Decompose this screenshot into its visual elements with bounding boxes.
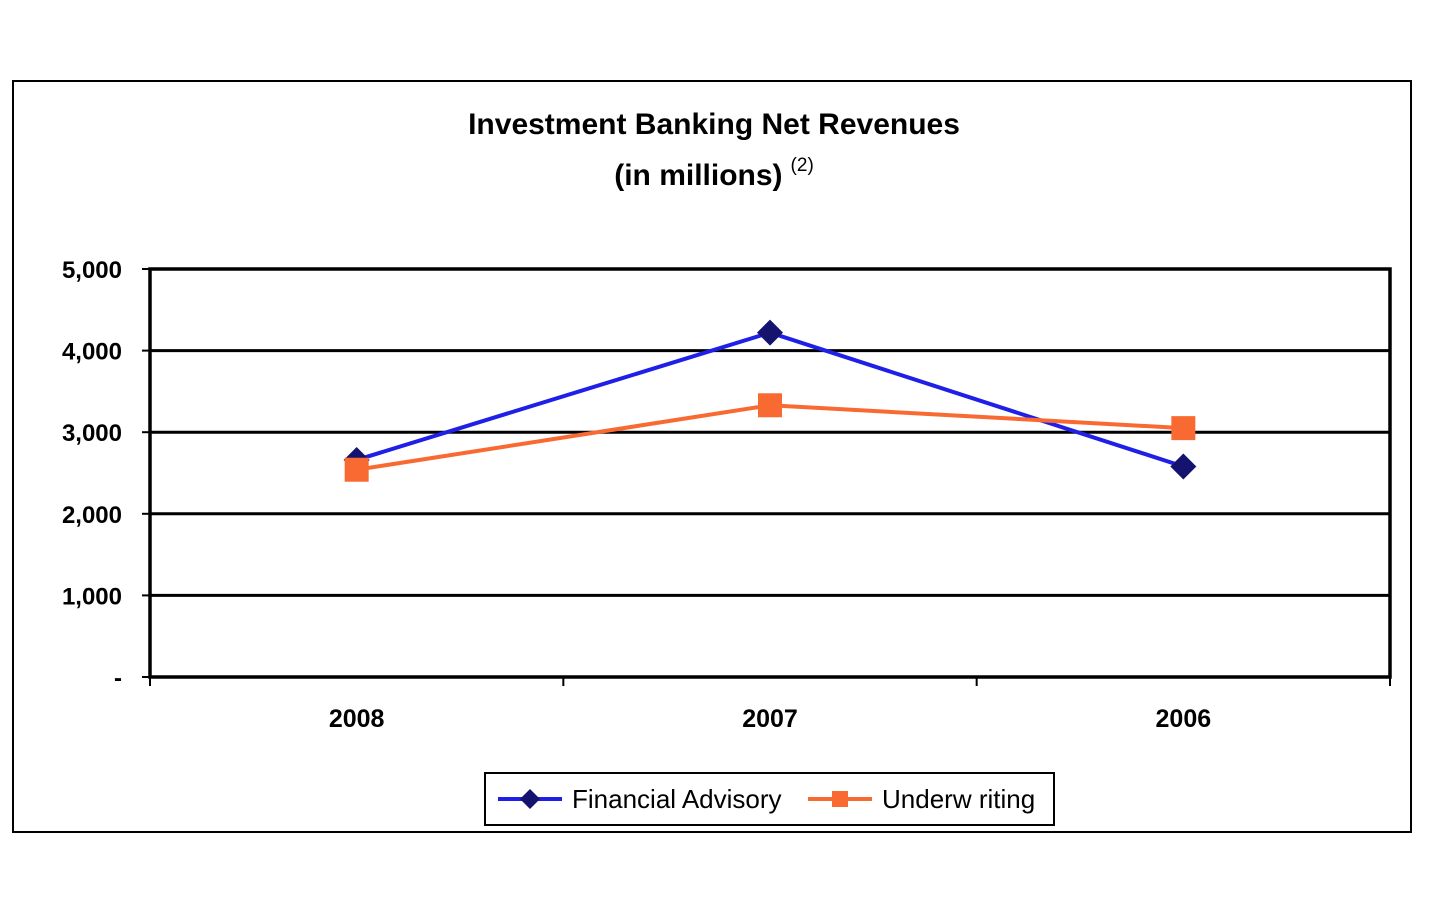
legend-entry: Underw riting — [808, 784, 1035, 814]
data-point — [1170, 453, 1197, 480]
y-tick-label: 2,000 — [62, 502, 122, 529]
legend-marker — [832, 791, 848, 807]
y-tick-label: 3,000 — [62, 420, 122, 447]
data-point — [758, 393, 782, 418]
legend-marker — [520, 789, 540, 809]
chart-subtitle-note: (2) — [790, 155, 814, 176]
data-point — [344, 457, 369, 482]
x-tick-label: 2007 — [742, 705, 798, 733]
legend-label: Financial Advisory — [572, 784, 782, 814]
chart-subtitle: (in millions) — [614, 159, 783, 192]
x-tick-label: 2008 — [329, 705, 385, 733]
y-tick-label: 1,000 — [62, 583, 122, 610]
data-point — [1171, 416, 1196, 441]
chart-legend: Financial Advisory Underw riting — [484, 772, 1055, 826]
plot-area — [148, 267, 1392, 679]
chart-subtitle-line: (in millions) (2) — [0, 155, 1428, 193]
legend-svg: Financial Advisory Underw riting — [498, 784, 1035, 814]
chart-title: Investment Banking Net Revenues — [468, 108, 960, 141]
y-tick-label: 5,000 — [62, 257, 122, 284]
x-tick-label: 2006 — [1156, 705, 1212, 733]
legend-label: Underw riting — [882, 784, 1035, 814]
y-tick-label: - — [114, 665, 122, 692]
y-tick-label: 4,000 — [62, 339, 122, 366]
chart-frame — [12, 80, 1412, 833]
legend-entry: Financial Advisory — [498, 784, 782, 814]
data-point — [757, 319, 783, 346]
